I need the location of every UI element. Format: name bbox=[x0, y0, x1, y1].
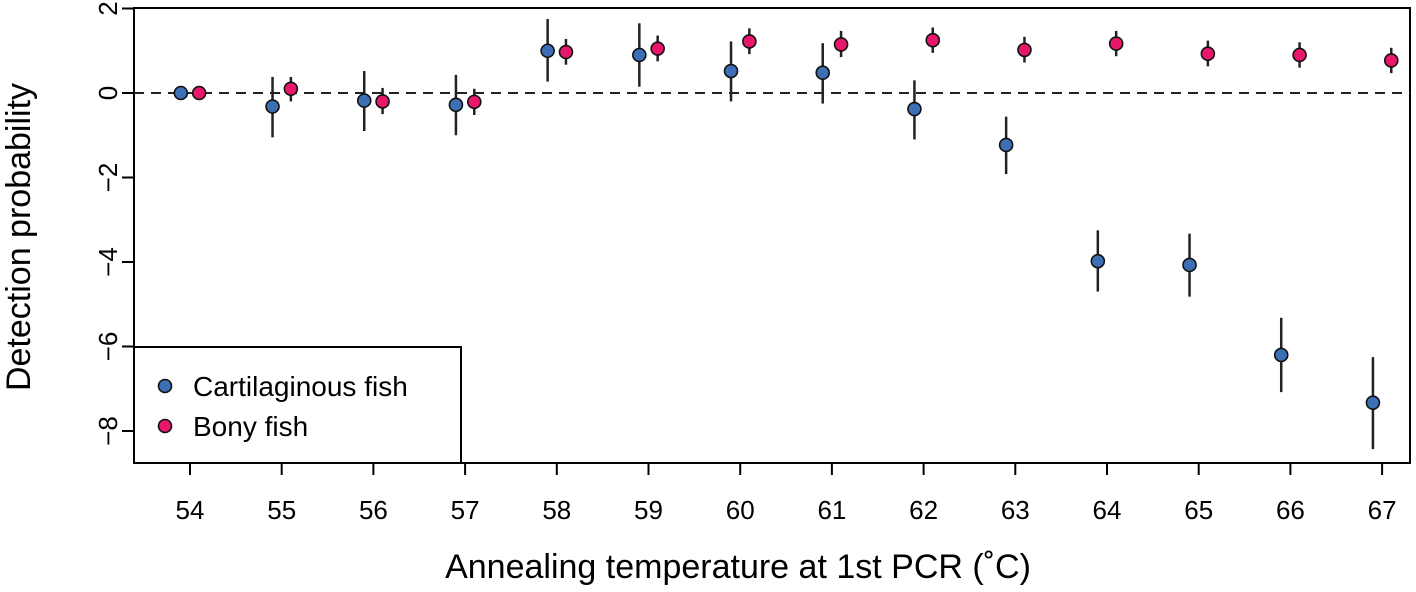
legend-box bbox=[133, 346, 462, 464]
bony-point bbox=[375, 94, 390, 109]
bony-point bbox=[1108, 36, 1124, 51]
bony-point bbox=[650, 41, 665, 56]
x-tick-label: 57 bbox=[451, 495, 480, 525]
cartilaginous-point bbox=[1090, 253, 1106, 269]
cartilaginous-point bbox=[815, 65, 831, 81]
bony-point bbox=[558, 44, 574, 60]
bony-point bbox=[925, 32, 941, 48]
x-tick-label: 59 bbox=[634, 495, 663, 525]
cartilaginous-point bbox=[173, 85, 189, 101]
y-tick-label: −8 bbox=[93, 416, 123, 446]
y-tick-label: −4 bbox=[93, 247, 123, 277]
x-tick-label: 60 bbox=[726, 495, 755, 525]
bony-point bbox=[833, 37, 849, 52]
legend-label: Cartilaginous fish bbox=[193, 371, 408, 402]
plot-frame bbox=[133, 7, 1411, 464]
y-axis-title: Detection probability bbox=[0, 83, 38, 391]
legend-marker bbox=[157, 418, 173, 434]
y-tick-label: −6 bbox=[93, 332, 123, 362]
bony-point bbox=[466, 94, 482, 110]
cartilaginous-point bbox=[265, 99, 280, 114]
bony-point bbox=[1383, 53, 1399, 68]
legend-label: Bony fish bbox=[193, 411, 308, 442]
bony-point bbox=[191, 85, 207, 101]
cartilaginous-point bbox=[998, 137, 1014, 153]
cartilaginous-point bbox=[1182, 257, 1197, 273]
bony-point bbox=[1292, 47, 1307, 63]
x-tick-label: 61 bbox=[817, 495, 846, 525]
cartilaginous-point bbox=[1273, 347, 1289, 363]
cartilaginous-point bbox=[448, 97, 464, 113]
x-tick-label: 56 bbox=[359, 495, 388, 525]
cartilaginous-point bbox=[356, 93, 372, 108]
x-tick-label: 66 bbox=[1276, 495, 1305, 525]
legend-marker bbox=[157, 378, 173, 394]
cartilaginous-point bbox=[1365, 395, 1381, 410]
cartilaginous-point bbox=[540, 43, 555, 59]
x-tick-label: 58 bbox=[542, 495, 571, 525]
x-axis-title: Annealing temperature at 1st PCR (˚C) bbox=[445, 548, 1031, 586]
bony-point bbox=[283, 81, 299, 97]
x-tick-label: 63 bbox=[1001, 495, 1030, 525]
y-tick-label: 2 bbox=[93, 1, 123, 15]
cartilaginous-point bbox=[723, 63, 739, 79]
x-tick-label: 65 bbox=[1184, 495, 1213, 525]
x-tick-label: 64 bbox=[1093, 495, 1122, 525]
x-tick-label: 62 bbox=[909, 495, 938, 525]
y-tick-label: −2 bbox=[93, 163, 123, 193]
x-tick-label: 67 bbox=[1368, 495, 1397, 525]
bony-point bbox=[742, 34, 757, 49]
bony-point bbox=[1200, 46, 1216, 62]
x-tick-label: 55 bbox=[267, 495, 296, 525]
x-tick-label: 54 bbox=[176, 495, 205, 525]
bony-point bbox=[1017, 42, 1032, 58]
cartilaginous-point bbox=[907, 101, 922, 117]
cartilaginous-point bbox=[632, 47, 647, 63]
y-tick-label: 0 bbox=[93, 86, 123, 100]
